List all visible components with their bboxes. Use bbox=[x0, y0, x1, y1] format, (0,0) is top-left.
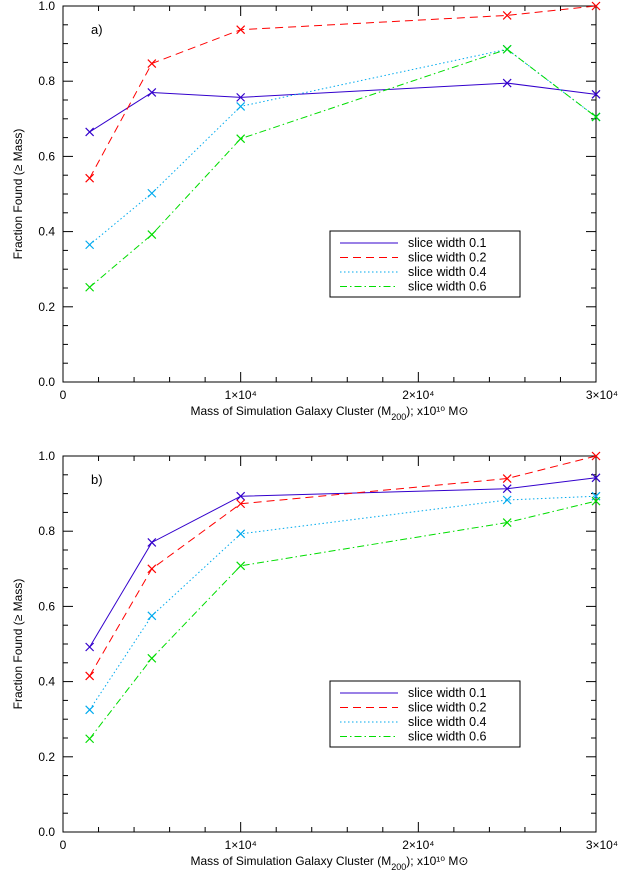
data-point-marker bbox=[147, 188, 157, 198]
series-line bbox=[89, 477, 597, 648]
series-slice-width-0.6 bbox=[85, 496, 601, 744]
legend-label: slice width 0.4 bbox=[408, 265, 487, 279]
data-point-marker bbox=[502, 495, 512, 505]
data-point-marker bbox=[147, 230, 157, 240]
legend-label: slice width 0.4 bbox=[408, 715, 487, 729]
x-tick-label: 0 bbox=[60, 838, 67, 852]
legend-label: slice width 0.2 bbox=[408, 701, 487, 715]
series-line bbox=[89, 495, 597, 711]
series-line bbox=[89, 82, 597, 133]
x-tick-label: 3×10⁴ bbox=[586, 388, 618, 402]
data-point-marker bbox=[591, 112, 601, 122]
data-point-marker bbox=[147, 611, 157, 621]
x-tick-label: 1×10⁴ bbox=[225, 388, 257, 402]
legend-label: slice width 0.2 bbox=[408, 251, 487, 265]
data-point-marker bbox=[591, 473, 601, 483]
series-slice-width-0.6 bbox=[85, 44, 601, 292]
chart-panel-a: 0.0 0.2 0.4 0.6 0.8 1.0 0 1×10⁴ 2×10⁴ 3×10⁴ Fracti… bbox=[11, 0, 618, 422]
y-tick-label: 0.8 bbox=[38, 74, 55, 88]
chart-panel-b: 0.0 0.2 0.4 0.6 0.8 1.0 0 1×10⁴ 2×10⁴ 3×10⁴ Fracti… bbox=[11, 449, 618, 872]
data-point-marker bbox=[147, 653, 157, 663]
data-point-marker bbox=[236, 499, 246, 509]
x-tick-label: 0 bbox=[60, 388, 67, 402]
data-point-marker bbox=[502, 78, 512, 88]
data-point-marker bbox=[502, 474, 512, 483]
data-point-marker bbox=[236, 491, 246, 501]
panel-label: a) bbox=[91, 22, 103, 37]
x-tick-label: 2×10⁴ bbox=[402, 838, 434, 852]
y-tick-label: 0.0 bbox=[38, 375, 55, 389]
y-tick-label: 0.2 bbox=[38, 300, 55, 314]
series-slice-width-0.2 bbox=[85, 451, 601, 681]
data-point-marker bbox=[85, 642, 95, 652]
y-tick-label: 0.2 bbox=[38, 750, 55, 764]
x-axis-title: Mass of Simulation Galaxy Cluster (M200)… bbox=[191, 854, 469, 872]
data-point-marker bbox=[85, 705, 95, 715]
data-point-marker bbox=[236, 561, 246, 571]
data-point-marker bbox=[147, 59, 157, 68]
data-point-marker bbox=[147, 564, 157, 574]
series-slice-width-0.4 bbox=[85, 44, 601, 250]
data-point-marker bbox=[147, 88, 157, 97]
legend-label: slice width 0.6 bbox=[408, 730, 487, 744]
data-point-marker bbox=[591, 451, 601, 461]
data-point-marker bbox=[85, 734, 95, 744]
legend-label: slice width 0.6 bbox=[408, 280, 487, 294]
data-point-marker bbox=[236, 101, 246, 111]
data-point-marker bbox=[236, 529, 246, 539]
data-point-marker bbox=[502, 10, 512, 20]
data-point-marker bbox=[85, 127, 95, 137]
data-point-marker bbox=[502, 518, 512, 527]
series-line bbox=[89, 455, 597, 677]
y-tick-label: 0.0 bbox=[38, 825, 55, 839]
data-point-marker bbox=[502, 484, 512, 494]
y-tick-label: 0.4 bbox=[38, 225, 55, 239]
data-point-marker bbox=[591, 1, 601, 11]
data-point-marker bbox=[591, 89, 601, 99]
y-tick-label: 1.0 bbox=[38, 449, 55, 463]
y-tick-label: 0.4 bbox=[38, 675, 55, 689]
x-tick-label: 2×10⁴ bbox=[402, 388, 434, 402]
y-tick-label: 0.8 bbox=[38, 524, 55, 538]
y-axis-title: Fraction Found (≥ Mass) bbox=[11, 579, 25, 710]
series-slice-width-0.4 bbox=[85, 491, 601, 715]
data-point-marker bbox=[591, 496, 601, 506]
series-slice-width-0.1 bbox=[85, 78, 601, 137]
y-tick-label: 0.6 bbox=[38, 599, 55, 613]
data-point-marker bbox=[236, 92, 246, 102]
series-slice-width-0.2 bbox=[85, 1, 601, 183]
data-point-marker bbox=[85, 173, 95, 183]
plot-frame bbox=[62, 5, 597, 383]
plot-frame bbox=[62, 455, 597, 833]
data-point-marker bbox=[85, 282, 95, 292]
x-tick-label: 3×10⁴ bbox=[586, 838, 618, 852]
data-point-marker bbox=[85, 671, 95, 681]
data-point-marker bbox=[147, 538, 157, 547]
legend-label: slice width 0.1 bbox=[408, 236, 487, 250]
legend-label: slice width 0.1 bbox=[408, 686, 487, 700]
data-point-marker bbox=[85, 240, 95, 250]
series-slice-width-0.1 bbox=[85, 473, 601, 652]
y-tick-label: 0.6 bbox=[38, 149, 55, 163]
legend-box bbox=[329, 230, 521, 298]
panel-label: b) bbox=[91, 472, 103, 487]
x-tick-label: 1×10⁴ bbox=[225, 838, 257, 852]
x-axis-title: Mass of Simulation Galaxy Cluster (M200)… bbox=[191, 404, 469, 422]
series-line bbox=[89, 48, 597, 246]
legend-box bbox=[329, 680, 521, 748]
data-point-marker bbox=[236, 25, 246, 35]
series-line bbox=[89, 48, 597, 288]
y-tick-label: 1.0 bbox=[38, 0, 55, 13]
data-point-marker bbox=[502, 44, 512, 54]
data-point-marker bbox=[236, 134, 246, 144]
y-axis-title: Fraction Found (≥ Mass) bbox=[11, 129, 25, 260]
